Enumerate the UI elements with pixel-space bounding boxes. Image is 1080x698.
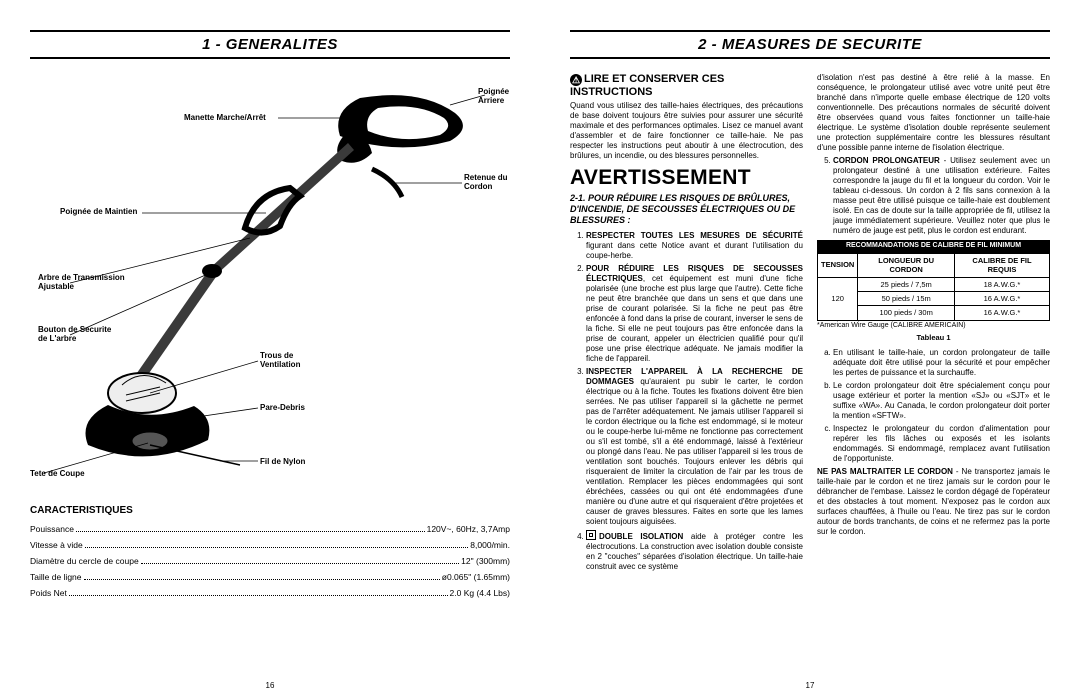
spec-dots bbox=[84, 574, 440, 580]
rule-5-body: - Utilisez seulement avec un prolongateu… bbox=[833, 156, 1050, 235]
tableau-label: Tableau 1 bbox=[817, 333, 1050, 342]
section-number: 2 bbox=[698, 36, 707, 53]
lire-heading: ⚠LIRE ET CONSERVER CES INSTRUCTIONS bbox=[570, 73, 803, 99]
callout-pare-debris: Pare-Debris bbox=[260, 403, 305, 412]
callout-bouton: Bouton de Securite de L'arbre bbox=[38, 325, 111, 343]
sub-heading: 2-1. POUR RÉDUIRE LES RISQUES DE BRÛLURE… bbox=[570, 193, 803, 227]
rule-5-list: CORDON PROLONGATEUR - Utilisez seulement… bbox=[817, 156, 1050, 236]
table-cell: 16 A.W.G.* bbox=[954, 291, 1049, 305]
warning-icon: ⚠ bbox=[570, 74, 582, 86]
rule-body: figurant dans cette Notice avant et dura… bbox=[586, 241, 803, 260]
rule-item: INSPECTER L'APPAREIL À LA RECHERCHE DE D… bbox=[586, 367, 803, 527]
callout-arbre: Arbre de Transmission Ajustable bbox=[38, 273, 125, 291]
table-header-longueur: LONGUEUR DU CORDON bbox=[858, 253, 955, 277]
spec-row: Pouissance 120V~, 60Hz, 3,7Amp bbox=[30, 524, 510, 534]
spec-dots bbox=[76, 526, 425, 532]
spec-label: Pouissance bbox=[30, 524, 74, 534]
spec-row: Poids Net 2.0 Kg (4.4 Lbs) bbox=[30, 588, 510, 598]
callout-fil: Fil de Nylon bbox=[260, 457, 305, 466]
callout-poignee-maintien: Poignée de Maintien bbox=[60, 207, 137, 216]
rule-lead: DOUBLE ISOLATION bbox=[599, 532, 683, 541]
ne-pas-maltraiter: NE PAS MALTRAITER LE CORDON - Ne transpo… bbox=[817, 467, 1050, 537]
rule-body: , cet équipement est muni d'une fiche po… bbox=[586, 274, 803, 363]
spec-value: ø0.065" (1.65mm) bbox=[442, 572, 510, 582]
callout-trous: Trous de Ventilation bbox=[260, 351, 300, 369]
table-cell: 100 pieds / 30m bbox=[858, 306, 955, 320]
sub-number: 2-1. bbox=[570, 193, 586, 203]
rule-item: RESPECTER TOUTES LES MESURES DE SÉCURITÉ… bbox=[586, 231, 803, 261]
table-footnote: *American Wire Gauge (CALIBRE AMERICAIN) bbox=[817, 322, 1050, 331]
spec-label: Vitesse à vide bbox=[30, 540, 83, 550]
rule-lead: RESPECTER TOUTES LES MESURES DE SÉCURITÉ bbox=[586, 231, 803, 240]
rule-item: POUR RÉDUIRE LES RISQUES DE SECOUSSES ÉL… bbox=[586, 264, 803, 364]
col2-continuation: d'isolation n'est pas destiné à être rel… bbox=[817, 73, 1050, 153]
page-number-17: 17 bbox=[806, 681, 815, 690]
page-spread: 1 - GENERALITES bbox=[0, 0, 1080, 698]
trimmer-diagram: Poignée Arriere Manette Marche/Arrêt Ret… bbox=[30, 73, 510, 493]
page-16: 1 - GENERALITES bbox=[0, 0, 540, 698]
page-number-16: 16 bbox=[266, 681, 275, 690]
spec-dots bbox=[85, 542, 469, 548]
letter-item: En utilisant le taille-haie, un cordon p… bbox=[833, 348, 1050, 378]
letter-item: Inspectez le prolongateur du cordon d'al… bbox=[833, 424, 1050, 464]
spec-label: Poids Net bbox=[30, 588, 67, 598]
intro-paragraph: Quand vous utilisez des taille-haies éle… bbox=[570, 101, 803, 161]
letter-item: Le cordon prolongateur doit être spécial… bbox=[833, 381, 1050, 421]
table-cell: 16 A.W.G.* bbox=[954, 306, 1049, 320]
spec-dots bbox=[141, 558, 459, 564]
spec-label: Taille de ligne bbox=[30, 572, 82, 582]
spec-row: Diamètre du cercle de coupe 12" (300mm) bbox=[30, 556, 510, 566]
table-cell: 25 pieds / 7,5m bbox=[858, 277, 955, 291]
spec-row: Taille de ligne ø0.065" (1.65mm) bbox=[30, 572, 510, 582]
table-cell: 18 A.W.G.* bbox=[954, 277, 1049, 291]
table-header-tension: TENSION bbox=[818, 253, 858, 277]
section-title-generalites: 1 - GENERALITES bbox=[30, 30, 510, 59]
rules-list: RESPECTER TOUTES LES MESURES DE SÉCURITÉ… bbox=[570, 231, 803, 572]
callout-retenue: Retenue du Cordon bbox=[464, 173, 508, 191]
letters-list: En utilisant le taille-haie, un cordon p… bbox=[817, 348, 1050, 464]
spec-value: 2.0 Kg (4.4 Lbs) bbox=[450, 588, 510, 598]
callout-tete: Tete de Coupe bbox=[30, 469, 85, 478]
double-insulation-icon bbox=[586, 530, 596, 540]
lire-heading-text: LIRE ET CONSERVER CES INSTRUCTIONS bbox=[570, 73, 724, 98]
rule-body: qu'auraient pu subir le carter, le cordo… bbox=[586, 377, 803, 526]
callout-poignee-arriere: Poignée Arriere bbox=[478, 87, 510, 105]
specs-list: Pouissance 120V~, 60Hz, 3,7Amp Vitesse à v… bbox=[30, 524, 510, 598]
page-17: 2 - MEASURES DE SECURITE ⚠LIRE ET CONSER… bbox=[540, 0, 1080, 698]
column-1: ⚠LIRE ET CONSERVER CES INSTRUCTIONS Quan… bbox=[570, 73, 803, 575]
column-2: d'isolation n'est pas destiné à être rel… bbox=[817, 73, 1050, 575]
table-cell: 50 pieds / 15m bbox=[858, 291, 955, 305]
two-column-body: ⚠LIRE ET CONSERVER CES INSTRUCTIONS Quan… bbox=[570, 73, 1050, 575]
section-title-securite: 2 - MEASURES DE SECURITE bbox=[570, 30, 1050, 59]
callout-manette: Manette Marche/Arrêt bbox=[184, 113, 266, 122]
ne-pas-body: - Ne transportez jamais le taille-haie p… bbox=[817, 467, 1050, 536]
table-caption: RECOMMANDATIONS DE CALIBRE DE FIL MINIMU… bbox=[817, 240, 1050, 253]
rule-item: DOUBLE ISOLATION aide à protéger contre … bbox=[586, 530, 803, 572]
spec-row: Vitesse à vide 8,000/min. bbox=[30, 540, 510, 550]
spec-value: 12" (300mm) bbox=[461, 556, 510, 566]
wire-gauge-table: RECOMMANDATIONS DE CALIBRE DE FIL MINIMU… bbox=[817, 240, 1050, 321]
sub-title: POUR RÉDUIRE LES RISQUES DE BRÛLURES, D'… bbox=[570, 193, 795, 226]
ne-pas-lead: NE PAS MALTRAITER LE CORDON bbox=[817, 467, 953, 476]
spec-value: 120V~, 60Hz, 3,7Amp bbox=[427, 524, 510, 534]
table-header-calibre: CALIBRE DE FIL REQUIS bbox=[954, 253, 1049, 277]
rule-5: CORDON PROLONGATEUR - Utilisez seulement… bbox=[833, 156, 1050, 236]
rule-5-lead: CORDON PROLONGATEUR bbox=[833, 156, 940, 165]
specs-heading: CARACTERISTIQUES bbox=[30, 505, 510, 516]
section-title-text: MEASURES DE SECURITE bbox=[722, 36, 922, 53]
table-cell-voltage: 120 bbox=[818, 277, 858, 320]
section-number: 1 bbox=[202, 36, 211, 53]
avertissement-heading: AVERTISSEMENT bbox=[570, 165, 803, 191]
spec-dots bbox=[69, 590, 448, 596]
spec-label: Diamètre du cercle de coupe bbox=[30, 556, 139, 566]
section-title-text: GENERALITES bbox=[226, 36, 338, 53]
spec-value: 8,000/min. bbox=[470, 540, 510, 550]
table-row: 12025 pieds / 7,5m18 A.W.G.* bbox=[818, 277, 1050, 291]
